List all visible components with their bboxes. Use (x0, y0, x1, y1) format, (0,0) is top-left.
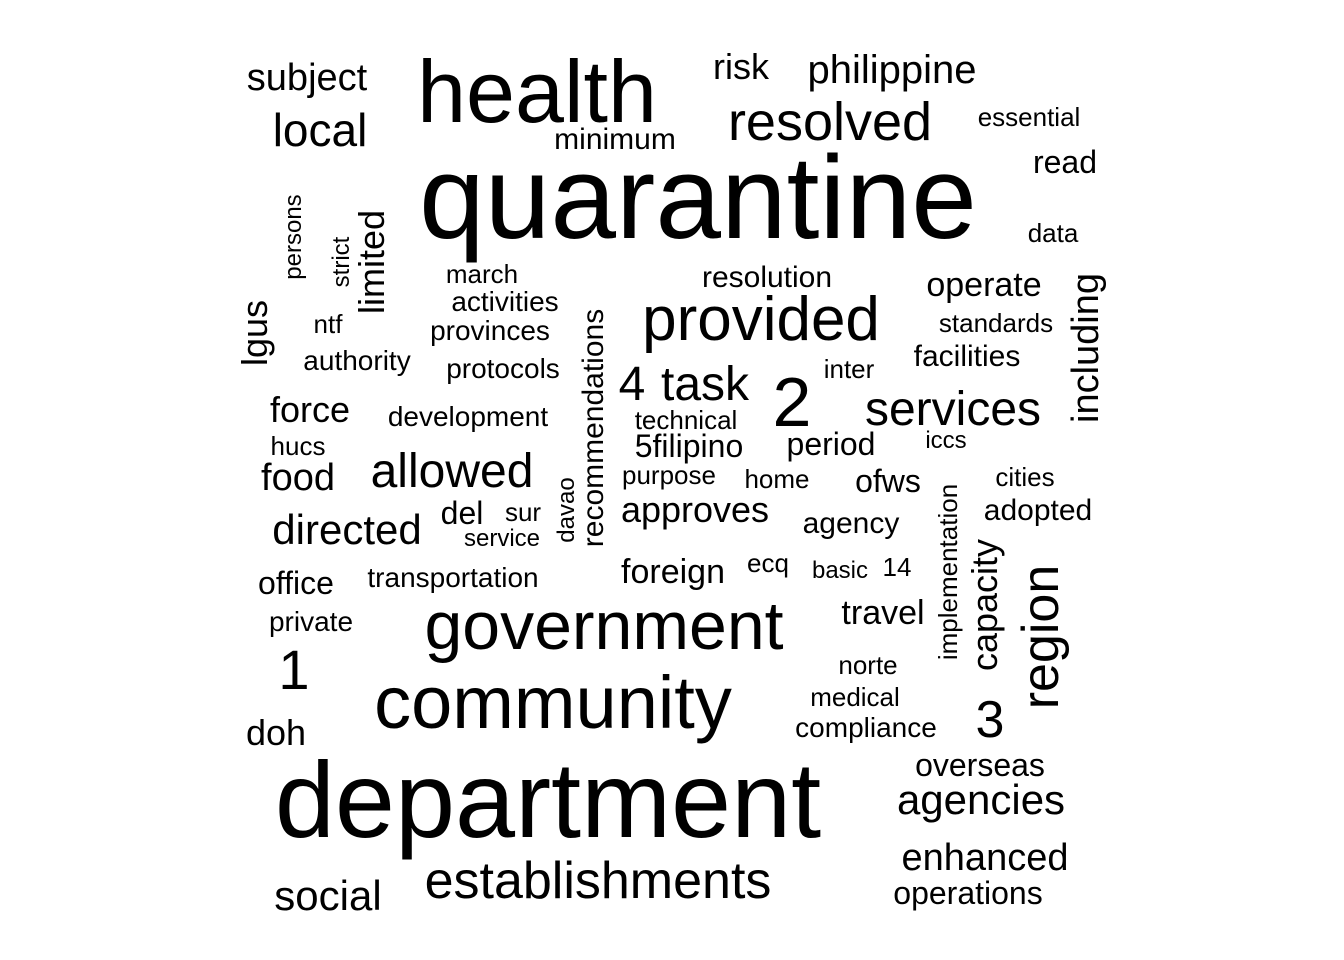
word-directed: directed (272, 506, 422, 553)
word-social: social (274, 872, 382, 919)
word-enhanced: enhanced (901, 837, 1069, 879)
word-1: 1 (278, 638, 310, 701)
word-period: period (786, 426, 876, 462)
word-data: data (1027, 218, 1079, 248)
word-overseas: overseas (915, 747, 1045, 783)
word-standards: standards (938, 308, 1054, 338)
word-ntf: ntf (313, 309, 343, 339)
word-approves: approves (620, 489, 770, 530)
word-office: office (258, 565, 334, 601)
word-doh: doh (245, 712, 307, 753)
word-persons: persons (280, 194, 307, 280)
word-home: home (744, 464, 810, 494)
word-local: local (272, 104, 368, 156)
word-3: 3 (975, 691, 1005, 749)
word-technical: technical (634, 405, 738, 435)
word-facilities: facilities (913, 340, 1021, 373)
word-authority: authority (303, 345, 411, 376)
word-basic: basic (811, 557, 869, 584)
word-force: force (269, 389, 351, 430)
word-strict: strict (328, 236, 355, 288)
word-limited: limited (351, 209, 392, 315)
word-provided: provided (642, 285, 880, 354)
word-sur: sur (504, 497, 542, 527)
word-activities: activities (451, 286, 559, 317)
word-development: development (387, 401, 549, 432)
word-philippine: philippine (807, 48, 977, 92)
word-hucs: hucs (270, 431, 326, 461)
word-medical: medical (810, 682, 900, 712)
word-14: 14 (882, 552, 912, 582)
word-transportation: transportation (367, 562, 539, 593)
word-ecq: ecq (747, 548, 789, 578)
word-health: health (417, 42, 657, 141)
word-region: region (1012, 564, 1070, 710)
word-subject: subject (246, 57, 368, 99)
word-resolution: resolution (701, 261, 833, 294)
word-capacity: capacity (964, 538, 1005, 672)
word-operations: operations (893, 875, 1043, 911)
word-agency: agency (802, 507, 900, 540)
word-5filipino: 5filipino (634, 428, 744, 464)
word-cities: cities (995, 462, 1055, 492)
word-essential: essential (977, 102, 1081, 132)
word-establishments: establishments (424, 852, 772, 910)
word-iccs: iccs (925, 427, 967, 454)
word-task: task (660, 358, 750, 411)
word-including: including (1065, 273, 1107, 423)
word-government: government (424, 588, 784, 664)
word-service: service (463, 525, 541, 552)
word-operate: operate (926, 266, 1042, 304)
word-allowed: allowed (370, 445, 534, 498)
word-march: march (445, 259, 519, 289)
word-inter: inter (823, 354, 875, 384)
word-protocols: protocols (446, 353, 560, 384)
word-minimum: minimum (554, 123, 676, 156)
word-provinces: provinces (430, 315, 550, 346)
word-implementation: implementation (933, 483, 963, 661)
word-4: 4 (618, 358, 646, 411)
word-resolved: resolved (727, 92, 933, 152)
word-compliance: compliance (795, 712, 937, 743)
word-recommendations: recommendations (577, 308, 610, 548)
word-risk: risk (713, 46, 769, 87)
word-davao: davao (553, 477, 580, 543)
word-ofws: ofws (855, 463, 921, 499)
word-agencies: agencies (896, 776, 1066, 823)
word-services: services (864, 383, 1042, 436)
word-2: 2 (772, 363, 812, 441)
word-quarantine: quarantine (419, 132, 977, 264)
word-norte: norte (838, 650, 898, 680)
word-read: read (1032, 144, 1098, 180)
word-del: del (440, 495, 484, 531)
word-purpose: purpose (622, 460, 716, 490)
word-department: department (274, 739, 822, 860)
word-travel: travel (841, 594, 925, 632)
word-adopted: adopted (983, 494, 1093, 527)
word-food: food (261, 457, 335, 499)
word-community: community (374, 661, 732, 744)
word-foreign: foreign (621, 553, 725, 591)
word-private: private (268, 606, 354, 637)
word-lgus: lgus (234, 299, 275, 367)
